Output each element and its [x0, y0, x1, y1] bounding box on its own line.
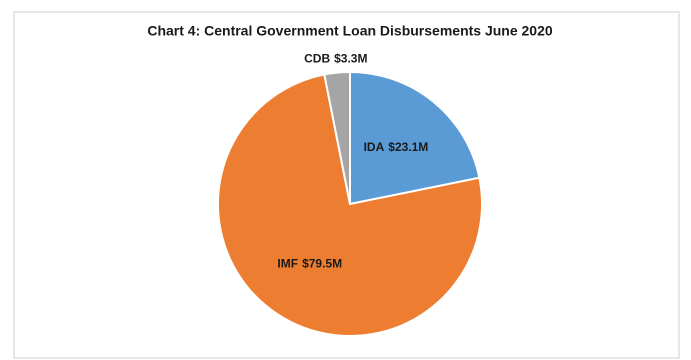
pie-slice — [349, 70, 481, 206]
value-label: $23.1M — [388, 140, 428, 154]
pie-slice — [217, 73, 483, 337]
pie-slice — [323, 70, 351, 205]
category-label: CDB — [304, 52, 330, 66]
data-label: IMF $79.5M — [277, 257, 342, 271]
data-label: IDA $23.1M — [364, 140, 429, 154]
category-label: IMF — [277, 257, 298, 271]
data-label: CDB $3.3M — [304, 52, 367, 66]
value-label: $3.3M — [334, 52, 367, 66]
value-label: $79.5M — [302, 257, 342, 271]
chart-title: Chart 4: Central Government Loan Disburs… — [147, 23, 553, 39]
category-label: IDA — [364, 140, 385, 154]
